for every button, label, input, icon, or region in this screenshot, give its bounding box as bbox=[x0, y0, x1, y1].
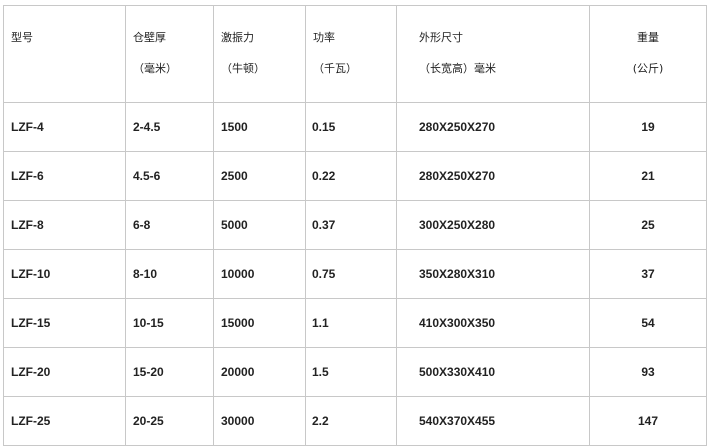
table-cell: 1500 bbox=[213, 102, 306, 152]
table-cell: 30000 bbox=[213, 396, 306, 446]
table-cell: 0.37 bbox=[305, 200, 397, 250]
header-unit: （长宽高）毫米 bbox=[419, 62, 496, 75]
header-cell: 激振力 （牛顿） bbox=[213, 5, 306, 103]
header-cell: 外形尺寸 （长宽高）毫米 bbox=[396, 5, 590, 103]
table-cell: 20-25 bbox=[125, 396, 214, 446]
table-cell: 1.5 bbox=[305, 347, 397, 397]
table-cell: 540X370X455 bbox=[396, 396, 590, 446]
table-cell: 4.5-6 bbox=[125, 151, 214, 201]
table-cell: LZF-15 bbox=[3, 298, 126, 348]
table-cell: 10-15 bbox=[125, 298, 214, 348]
table-cell: 2-4.5 bbox=[125, 102, 214, 152]
table-cell: 5000 bbox=[213, 200, 306, 250]
table-row: LZF-6 4.5-6 2500 0.22 280X250X270 21 bbox=[3, 151, 707, 201]
table-cell: 500X330X410 bbox=[396, 347, 590, 397]
table-cell: 19 bbox=[589, 102, 707, 152]
table-cell: 15000 bbox=[213, 298, 306, 348]
table-cell: 0.75 bbox=[305, 249, 397, 299]
table-cell: LZF-4 bbox=[3, 102, 126, 152]
table-cell: 2500 bbox=[213, 151, 306, 201]
table-cell: 93 bbox=[589, 347, 707, 397]
table-cell: 37 bbox=[589, 249, 707, 299]
table-cell: LZF-10 bbox=[3, 249, 126, 299]
header-label: 激振力 bbox=[221, 31, 254, 44]
table-cell: 0.22 bbox=[305, 151, 397, 201]
table-cell: 10000 bbox=[213, 249, 306, 299]
table-row: LZF-8 6-8 5000 0.37 300X250X280 25 bbox=[3, 200, 707, 250]
table-cell: 1.1 bbox=[305, 298, 397, 348]
header-cell: 型号 bbox=[3, 5, 126, 103]
table-cell: 410X300X350 bbox=[396, 298, 590, 348]
header-cell: 功率 （千瓦） bbox=[305, 5, 397, 103]
header-unit: (公斤) bbox=[632, 62, 664, 75]
table-cell: 147 bbox=[589, 396, 707, 446]
header-cell: 仓壁厚 （毫米） bbox=[125, 5, 214, 103]
table-cell: 25 bbox=[589, 200, 707, 250]
table-row: LZF-20 15-20 20000 1.5 500X330X410 93 bbox=[3, 347, 707, 397]
header-label: 重量 bbox=[637, 31, 659, 44]
spec-table: 型号 仓壁厚 （毫米） 激振力 （牛顿） 功率 （千瓦） 外形尺寸 （长宽高）毫米 重量 (公斤) L… bbox=[3, 5, 707, 446]
table-cell: 15-20 bbox=[125, 347, 214, 397]
table-cell: 0.15 bbox=[305, 102, 397, 152]
header-unit: （毫米） bbox=[133, 62, 177, 75]
table-cell: 2.2 bbox=[305, 396, 397, 446]
header-label: 外形尺寸 bbox=[419, 31, 463, 44]
table-cell: LZF-25 bbox=[3, 396, 126, 446]
table-cell: 350X280X310 bbox=[396, 249, 590, 299]
table-cell: LZF-20 bbox=[3, 347, 126, 397]
header-row: 型号 仓壁厚 （毫米） 激振力 （牛顿） 功率 （千瓦） 外形尺寸 （长宽高）毫米 重量 (公斤) bbox=[3, 5, 707, 103]
table-cell: 21 bbox=[589, 151, 707, 201]
header-label: 型号 bbox=[11, 31, 33, 44]
header-unit: （牛顿） bbox=[221, 62, 265, 75]
table-cell: 8-10 bbox=[125, 249, 214, 299]
table-row: LZF-4 2-4.5 1500 0.15 280X250X270 19 bbox=[3, 102, 707, 152]
header-cell: 重量 (公斤) bbox=[589, 5, 707, 103]
table-cell: 280X250X270 bbox=[396, 102, 590, 152]
table-cell: 300X250X280 bbox=[396, 200, 590, 250]
table-row: LZF-15 10-15 15000 1.1 410X300X350 54 bbox=[3, 298, 707, 348]
table-cell: 6-8 bbox=[125, 200, 214, 250]
table-row: LZF-10 8-10 10000 0.75 350X280X310 37 bbox=[3, 249, 707, 299]
header-unit: （千瓦） bbox=[313, 62, 357, 75]
table-row: LZF-25 20-25 30000 2.2 540X370X455 147 bbox=[3, 396, 707, 446]
table-cell: LZF-6 bbox=[3, 151, 126, 201]
header-label: 功率 bbox=[313, 31, 335, 44]
table-cell: 20000 bbox=[213, 347, 306, 397]
table-cell: LZF-8 bbox=[3, 200, 126, 250]
header-label: 仓壁厚 bbox=[133, 31, 166, 44]
table-cell: 54 bbox=[589, 298, 707, 348]
table-cell: 280X250X270 bbox=[396, 151, 590, 201]
